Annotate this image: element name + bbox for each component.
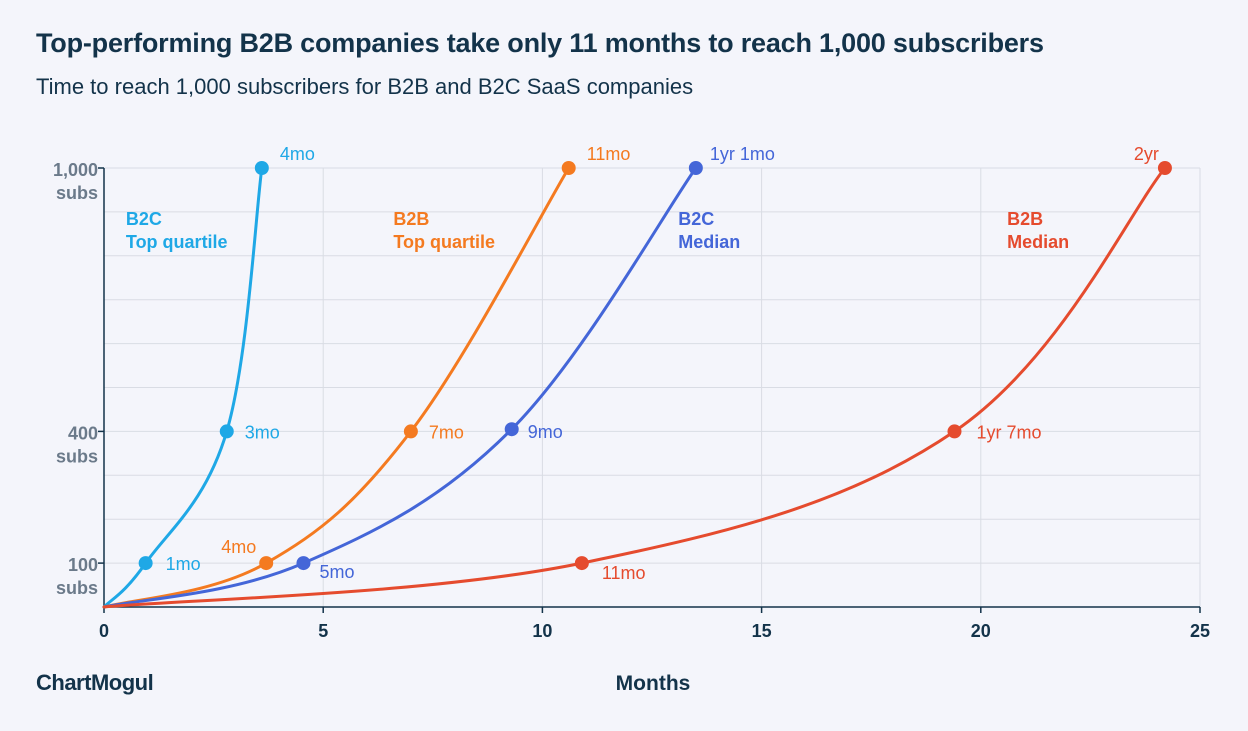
data-point <box>296 556 311 571</box>
data-label: 7mo <box>429 422 464 442</box>
x-tick-label: 0 <box>99 621 109 641</box>
series-label-sub: Top quartile <box>126 232 228 252</box>
data-point <box>259 556 274 571</box>
y-tick-label-unit: subs <box>56 446 98 466</box>
series-label: B2C <box>126 209 162 229</box>
series-label: B2B <box>1007 209 1043 229</box>
x-tick-label: 10 <box>532 621 552 641</box>
chart-title: Top-performing B2B companies take only 1… <box>36 28 1044 58</box>
data-label: 3mo <box>245 422 280 442</box>
x-axis-label: Months <box>615 672 691 695</box>
x-tick-label: 20 <box>971 621 991 641</box>
x-tick-label: 25 <box>1190 621 1210 641</box>
chart-subtitle: Time to reach 1,000 subscribers for B2B … <box>36 74 694 99</box>
series-line <box>102 166 571 609</box>
data-point <box>561 161 576 175</box>
data-point <box>254 161 269 175</box>
data-point <box>403 424 418 439</box>
series-label-sub: Median <box>678 232 740 252</box>
chartmogul-logo: ChartMogul <box>36 670 154 695</box>
series-line <box>102 166 264 609</box>
chart-grid <box>104 167 1201 607</box>
series-label: B2B <box>393 209 429 229</box>
chart-card <box>10 0 1238 731</box>
series-label-sub: Top quartile <box>393 232 495 252</box>
data-label: 2yr <box>1134 144 1159 164</box>
y-tick-label-unit: subs <box>56 183 98 203</box>
data-label: 5mo <box>319 562 354 582</box>
data-point <box>688 161 703 175</box>
data-point <box>1157 161 1172 175</box>
data-label: 1yr 1mo <box>710 144 775 164</box>
series-line <box>102 166 698 609</box>
y-tick-label: 400 <box>68 423 98 443</box>
chart-series <box>102 161 1172 609</box>
data-point <box>947 424 962 439</box>
data-label: 11mo <box>602 563 646 583</box>
data-point <box>574 556 589 571</box>
data-label: 1yr 7mo <box>976 422 1041 442</box>
chart-labels: 1mo 3mo 4mo B2C Top quartile 4mo 7mo 11mo B2B Top… <box>126 144 1159 583</box>
x-tick-label: 15 <box>752 621 772 641</box>
x-tick-label: 5 <box>318 621 328 641</box>
y-tick-label: 1,000 <box>53 160 98 180</box>
y-tick-label: 100 <box>68 555 98 575</box>
data-label: 4mo <box>280 144 315 164</box>
data-label: 11mo <box>587 144 631 164</box>
series-line <box>102 166 1167 609</box>
data-label: 4mo <box>221 537 256 557</box>
chart-axes: 100 subs 400 subs 1,000 subs 0 5 10 15 20 25 <box>53 160 1210 641</box>
series-label-sub: Median <box>1007 232 1069 252</box>
data-point <box>138 556 153 571</box>
data-point <box>219 424 234 439</box>
data-label: 9mo <box>528 422 563 442</box>
data-point <box>504 422 519 437</box>
series-label: B2C <box>678 209 714 229</box>
data-label: 1mo <box>166 554 201 574</box>
y-tick-label-unit: subs <box>56 578 98 598</box>
